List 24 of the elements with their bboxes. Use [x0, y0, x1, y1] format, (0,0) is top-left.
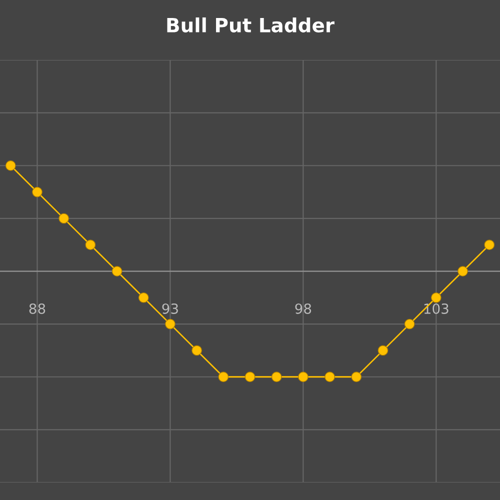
point: [85, 240, 96, 250]
point: [5, 160, 16, 171]
point: [378, 345, 388, 356]
point: [58, 213, 70, 224]
point: [351, 372, 362, 382]
point: [244, 372, 256, 382]
point: [138, 292, 149, 303]
point: [404, 318, 415, 330]
point: [112, 266, 122, 276]
x-tick-label: 93: [162, 303, 178, 314]
point: [298, 372, 308, 382]
chart-title: Bull Put Ladder: [167, 17, 334, 32]
point: [218, 372, 229, 382]
point: [324, 372, 335, 382]
x-tick-label: 103: [424, 303, 448, 314]
point: [484, 240, 495, 250]
x-tick-label: 98: [295, 303, 312, 314]
point: [430, 292, 442, 303]
point: [192, 345, 202, 356]
x-tick-label: 88: [29, 303, 46, 314]
point: [458, 266, 468, 276]
point: [32, 186, 42, 198]
point: [271, 372, 282, 382]
point: [165, 318, 176, 330]
